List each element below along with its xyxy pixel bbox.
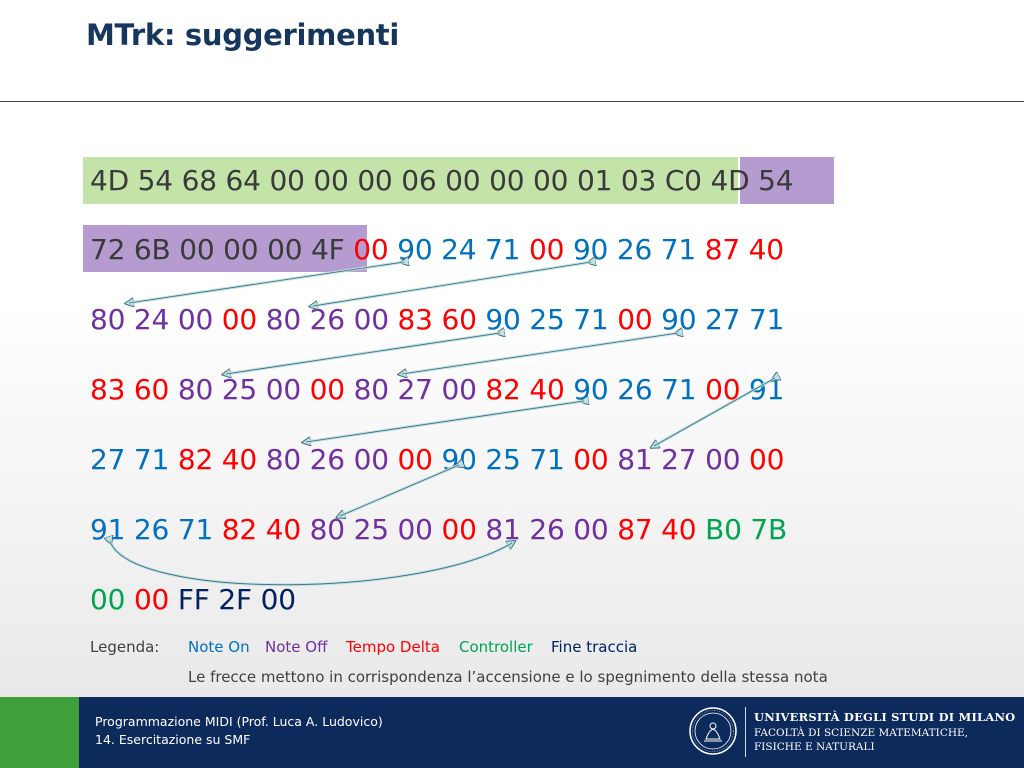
hex-note-on: 91 — [749, 373, 785, 406]
legend-tempo-delta: Tempo Delta — [346, 638, 440, 656]
hex-line-4: 83 60 80 25 00 00 80 27 00 82 40 90 26 7… — [90, 367, 784, 413]
hex-tempo-delta: 82 40 — [221, 513, 301, 546]
hex-note-on: 90 25 71 — [485, 303, 609, 336]
legend-note-off: Note Off — [265, 638, 328, 656]
hex-note-off: 80 26 00 — [265, 443, 389, 476]
hex-tempo-delta: 87 40 — [704, 233, 784, 266]
hex-note-on: 90 25 71 — [441, 443, 565, 476]
title-divider — [0, 101, 1024, 102]
hex-header-chunk: 4D 54 68 64 00 00 00 06 00 00 00 01 03 C… — [90, 164, 702, 197]
footer-bar: Programmazione MIDI (Prof. Luca A. Ludov… — [0, 697, 1024, 768]
hex-tempo-delta: 00 — [529, 233, 565, 266]
hex-track-id: 4D 54 — [710, 164, 794, 197]
hex-note-off: 80 25 00 — [177, 373, 301, 406]
legend-fine-traccia: Fine traccia — [551, 638, 638, 656]
hex-line-5: 27 71 82 40 80 26 00 00 90 25 71 00 81 2… — [90, 437, 784, 483]
hex-note-off: 81 27 00 — [617, 443, 741, 476]
hex-note-on: 27 71 — [90, 443, 170, 476]
hex-controller: 00 — [90, 583, 126, 616]
hex-line-1: 4D 54 68 64 00 00 00 06 00 00 00 01 03 C… — [90, 158, 794, 204]
hex-note-on: 90 24 71 — [397, 233, 521, 266]
hex-tempo-delta: 00 — [221, 303, 258, 336]
legend-explanation: Le frecce mettono in corrispondenza l’ac… — [188, 668, 828, 686]
hex-tempo-delta: 00 — [353, 233, 389, 266]
hex-note-off: 80 25 00 — [309, 513, 433, 546]
hex-line-2: 72 6B 00 00 00 4F 00 90 24 71 00 90 26 7… — [90, 227, 784, 273]
header-chunk-highlight — [83, 157, 738, 204]
hex-tempo-delta: 82 40 — [485, 373, 565, 406]
hex-tempo-delta: 00 — [133, 583, 170, 616]
hex-note-on: 90 26 71 — [572, 233, 697, 266]
hex-line-3: 80 24 00 00 80 26 00 83 60 90 25 71 00 9… — [90, 297, 784, 343]
hex-note-on: 91 26 71 — [90, 513, 214, 546]
hex-note-off: 80 24 00 — [90, 303, 214, 336]
slide-title: MTrk: suggerimenti — [86, 18, 400, 52]
hex-note-on: 90 26 71 — [573, 373, 697, 406]
footer-separator — [745, 707, 746, 757]
hex-controller: B0 7B — [705, 513, 788, 546]
legend-note-on: Note On — [188, 638, 250, 656]
faculty-name-line-1: FACOLTÀ DI SCIENZE MATEMATICHE, — [754, 727, 969, 739]
hex-tempo-delta: 00 — [441, 513, 477, 546]
hex-note-on: 90 27 71 — [661, 303, 785, 336]
hex-tempo-delta: 87 40 — [617, 513, 697, 546]
hex-tempo-delta: 00 — [705, 373, 741, 406]
hex-tempo-delta: 00 — [617, 303, 653, 336]
university-seal-icon — [689, 707, 737, 755]
hex-line-6: 91 26 71 82 40 80 25 00 00 81 26 00 87 4… — [90, 507, 787, 553]
hex-end-of-track: FF 2F 00 — [177, 583, 296, 616]
hex-note-off: 80 26 00 — [265, 303, 389, 336]
hex-tempo-delta: 82 40 — [177, 443, 258, 476]
hex-note-off: 81 26 00 — [485, 513, 609, 546]
university-name: UNIVERSITÀ DEGLI STUDI DI MILANO — [754, 710, 1016, 724]
hex-track-length: 72 6B 00 00 00 4F — [90, 233, 345, 266]
hex-tempo-delta: 00 — [309, 373, 345, 406]
hex-tempo-delta: 83 60 — [90, 373, 170, 406]
course-name: Programmazione MIDI (Prof. Luca A. Ludov… — [95, 714, 383, 729]
lesson-name: 14. Esercitazione su SMF — [95, 732, 251, 747]
faculty-name-line-2: FISICHE E NATURALI — [754, 741, 875, 753]
hex-tempo-delta: 83 60 — [397, 303, 477, 336]
hex-line-7: 00 00 FF 2F 00 — [90, 577, 296, 623]
hex-tempo-delta: 00 — [749, 443, 785, 476]
footer-accent — [0, 697, 79, 768]
legend-label: Legenda: — [90, 638, 160, 656]
legend-controller: Controller — [459, 638, 533, 656]
hex-tempo-delta: 00 — [573, 443, 609, 476]
hex-note-off: 80 27 00 — [353, 373, 477, 406]
hex-tempo-delta: 00 — [397, 443, 433, 476]
track-header-highlight-1 — [740, 157, 834, 204]
